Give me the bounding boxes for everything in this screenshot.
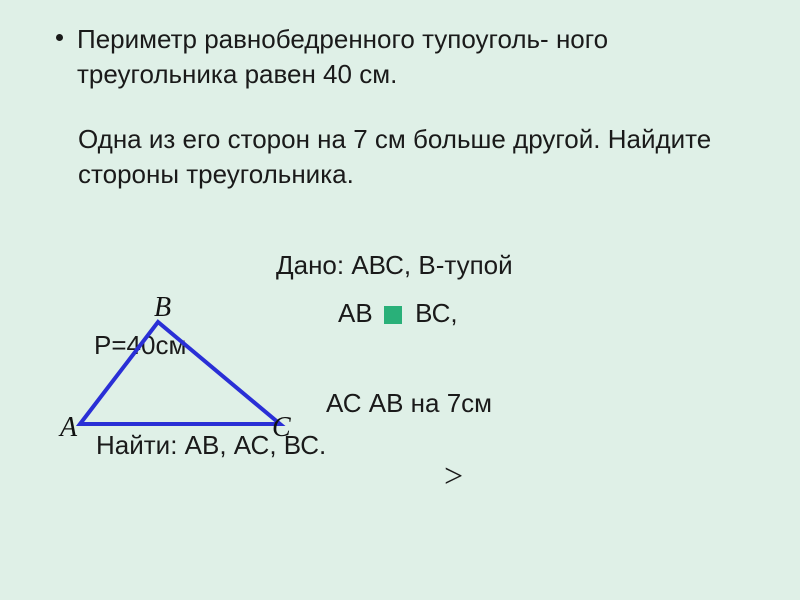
problem-line-2: Одна из его сторон на 7 см больше другой… — [78, 122, 758, 192]
vertex-label-a: A — [60, 412, 77, 444]
vertex-label-b: B — [154, 292, 171, 324]
bc-text: ВС, — [415, 298, 457, 328]
problem-line-1: Периметр равнобедренного тупоуголь- ного… — [77, 22, 736, 92]
slide: Периметр равнобедренного тупоуголь- ного… — [0, 0, 800, 600]
vertex-label-c: C — [272, 412, 291, 444]
ab-equals-bc: АВ ВС, — [338, 298, 458, 329]
given-line: Дано: АВС, В-тупой — [276, 250, 513, 281]
triangle-diagram: A B C — [62, 300, 302, 440]
bullet-icon — [56, 34, 63, 41]
greater-than-symbol: > — [444, 458, 463, 496]
triangle-shape — [80, 322, 280, 424]
triangle-svg — [62, 300, 302, 440]
problem-line-1-row: Периметр равнобедренного тупоуголь- ного… — [56, 22, 736, 92]
ab-text: АВ — [338, 298, 373, 328]
relation-box-icon — [384, 306, 402, 324]
ac-line: АС АВ на 7см — [326, 388, 492, 419]
